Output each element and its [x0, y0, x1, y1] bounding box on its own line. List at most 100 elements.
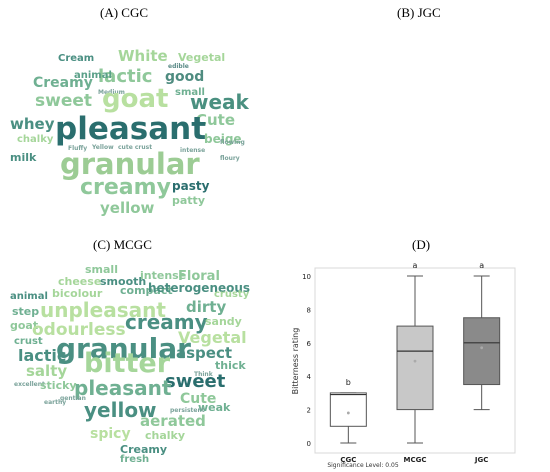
mean-marker: [480, 346, 484, 350]
y-tick-label: 4: [307, 373, 312, 381]
cloud-a-word: pleasant: [55, 111, 207, 147]
cloud-a-word: White: [118, 47, 168, 65]
cloud-c-word: bitter: [84, 348, 171, 379]
cloud-a-word: Yellow: [92, 144, 114, 151]
cloud-c-word: chalky: [145, 429, 186, 442]
cloud-c-word: compact: [120, 284, 173, 297]
cloud-a-word: milk: [10, 151, 37, 164]
cloud-c-word: Think: [194, 371, 213, 378]
footnote: Significance Level: 0.05: [327, 462, 399, 469]
cloud-c-word: heterogeneous: [148, 281, 251, 295]
significance-letter: b: [346, 378, 351, 387]
cloud-c-word: granular: [56, 332, 191, 365]
box-mcgc: [396, 325, 434, 411]
panel-b-label: (B) JGC: [397, 5, 441, 20]
panel-a-label: (A) CGC: [100, 5, 149, 20]
cloud-c-word: sticky: [40, 379, 77, 392]
cloud-c-word: spicy: [90, 426, 131, 442]
significance-letter: a: [479, 261, 484, 270]
cloud-a-word: lactic: [98, 66, 153, 87]
boxplot-svg: Bitterness rating Significance Level: 0.…: [291, 261, 516, 469]
cloud-a-word: flowing: [220, 139, 245, 146]
y-axis-label: Bitterness rating: [291, 328, 300, 395]
cloud-c-word: bicolour: [52, 287, 103, 300]
word-cloud-jgc: persistenceneutralplaincheesypleasanthom…: [275, 0, 550, 236]
cloud-c-word: small: [85, 263, 118, 276]
word-cloud-mcgc: small cheese smooth intense Floral bicolour co…: [10, 263, 251, 465]
cloud-c-word: thick: [215, 359, 246, 372]
cloud-a-word: floury: [220, 155, 240, 162]
cloud-a-word: small: [175, 87, 205, 98]
cloud-c-word: persistent: [170, 407, 205, 414]
box-jgc: [463, 317, 501, 386]
cloud-a-word: sweet: [35, 91, 93, 111]
cloud-c-word: fresh: [120, 454, 150, 465]
cloud-c-word: cheese: [58, 275, 102, 288]
cloud-c-word: unpleasant: [40, 298, 166, 322]
cloud-a-word: Creamy: [33, 75, 93, 91]
cloud-c-word: crusty: [214, 289, 250, 300]
panel-c-label: (C) MCGC: [93, 237, 152, 252]
cloud-a-word: patty: [172, 194, 205, 207]
cloud-c-word: sandy: [205, 315, 242, 328]
cloud-c-word: animal: [10, 291, 48, 302]
cloud-c-word: yellow: [84, 398, 157, 422]
cloud-c-word: aerated: [140, 412, 206, 430]
cloud-a-word: chalky: [17, 134, 54, 145]
cloud-c-word: salty: [26, 362, 68, 380]
cloud-a-word: whey: [10, 115, 55, 133]
y-tick-label: 0: [307, 440, 311, 448]
panel-d-label: (D): [412, 237, 431, 252]
cloud-c-word: creamy: [125, 310, 208, 334]
cloud-c-word: earthy: [44, 399, 67, 406]
y-tick-label: 2: [307, 407, 311, 415]
x-category-label: CGC: [340, 456, 356, 464]
cloud-a-word: beige: [204, 132, 242, 146]
cloud-c-word: goat: [10, 319, 39, 332]
cloud-c-word: odourless: [32, 320, 126, 340]
word-cloud-cgc: Cream White Vegetal edible Creamy lactic good a…: [0, 0, 275, 236]
cloud-a-word: goat: [102, 84, 169, 114]
cloud-a-word: Cream: [58, 53, 95, 64]
cloud-c-word: sweet: [165, 371, 226, 392]
cloud-c-word: dirty: [186, 298, 227, 316]
mean-marker: [413, 359, 417, 363]
cloud-c-word: aspect: [176, 344, 233, 362]
y-tick-label: 6: [307, 340, 312, 348]
cloud-a-word: animal: [74, 70, 112, 81]
cloud-a-word: intense: [180, 147, 206, 154]
cloud-a-word: Cute: [196, 111, 236, 129]
cloud-a-word: yellow: [100, 199, 155, 217]
mean-marker: [346, 411, 350, 415]
cloud-c-word: intense: [140, 269, 187, 282]
cloud-a-word: cute crust: [118, 144, 153, 151]
cloud-a-word: pasty: [172, 179, 210, 193]
cloud-c-word: Floral: [178, 269, 220, 284]
cloud-c-word: pleasant: [74, 376, 172, 400]
y-tick-label: 8: [307, 306, 311, 314]
cloud-a-word: granular: [60, 147, 200, 181]
cloud-a-word: edible: [168, 63, 189, 70]
cloud-a-word: weak: [190, 90, 249, 114]
significance-letter: a: [413, 261, 418, 270]
cloud-c-word: Creamy: [120, 443, 168, 456]
cloud-a-word: Vegetal: [178, 51, 226, 64]
cloud-a-word: Medium: [98, 89, 125, 96]
cloud-a-word: Fluffy: [68, 145, 88, 152]
cloud-c-word: step: [12, 305, 40, 318]
cloud-c-word: Cute: [180, 391, 217, 407]
cloud-c-word: smooth: [100, 275, 147, 288]
cloud-c-word: Vegetal: [178, 328, 247, 347]
x-category-label: JGC: [474, 456, 489, 464]
cloud-c-word: lactic: [18, 346, 67, 365]
bitterness-boxplot: Bitterness rating Significance Level: 0.…: [275, 258, 550, 472]
cloud-c-word: excellent: [14, 381, 45, 388]
x-category-label: MCGC: [404, 456, 427, 464]
y-tick-label: 10: [302, 273, 311, 281]
cloud-a-word: creamy: [80, 175, 171, 200]
box-cgc: [329, 392, 367, 427]
cloud-c-word: weak: [198, 401, 231, 414]
cloud-c-word: gentian: [60, 395, 86, 402]
cloud-a-word: good: [165, 69, 205, 85]
cloud-c-word: crust: [14, 336, 43, 347]
